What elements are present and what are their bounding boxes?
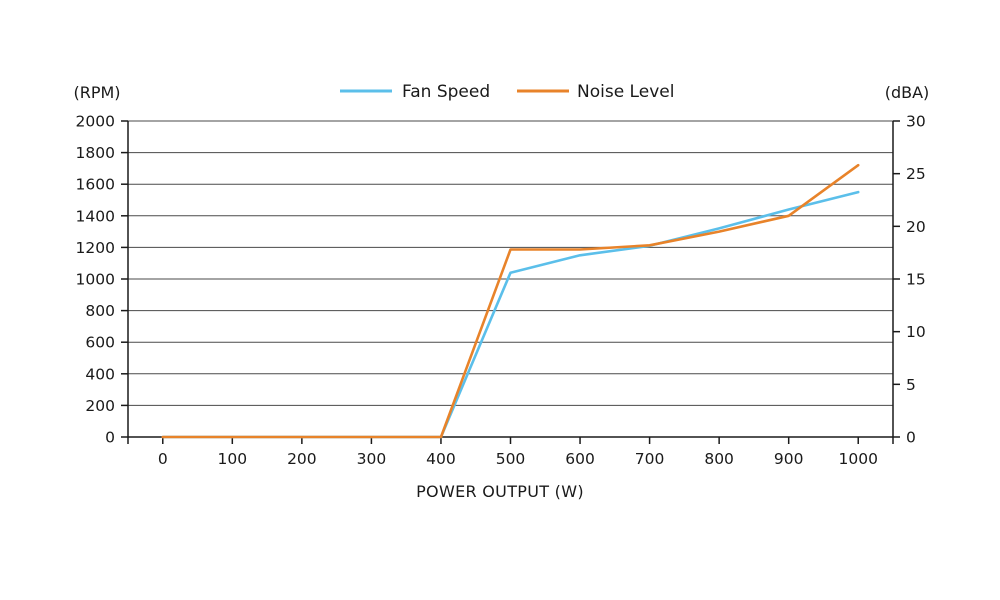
legend-label-fan-speed: Fan Speed [402,82,490,102]
x-tick-label: 600 [565,450,595,468]
x-tick-label: 100 [218,450,248,468]
x-axis-label: POWER OUTPUT (W) [416,482,584,501]
x-tick-label: 200 [287,450,317,468]
y-left-tick-label: 1400 [76,207,115,225]
y-left-tick-label: 400 [85,365,115,383]
y-left-tick-label: 1600 [76,176,115,194]
y-right-ticks: 0 5 10 15 20 25 30 [893,113,926,447]
x-ticks: 0 100 200 300 400 500 600 700 800 900 1000 [127,437,894,468]
y-left-tick-label: 1200 [76,239,115,257]
y-left-tick-label: 0 [105,429,115,447]
x-tick-label: 400 [426,450,456,468]
series-line-fan-speed [161,190,860,439]
y-left-tick-label: 600 [85,334,115,352]
y-right-unit: (dBA) [885,83,930,102]
y-right-tick-label: 5 [906,376,916,394]
y-right-tick-label: 30 [906,113,926,131]
series-line-noise-level [161,163,860,439]
x-tick-label: 800 [704,450,734,468]
legend: Fan Speed Noise Level [340,82,674,102]
y-right-tick-label: 15 [906,271,926,289]
y-left-tick-label: 1000 [76,271,115,289]
y-left-tick-label: 1800 [76,144,115,162]
legend-label-noise-level: Noise Level [577,82,674,102]
x-tick-label: 500 [496,450,526,468]
series-lines [161,163,860,439]
x-tick-label: 0 [158,450,168,468]
x-tick-label: 300 [357,450,387,468]
x-tick-label: 900 [774,450,804,468]
x-tick-label: 700 [635,450,665,468]
y-right-tick-label: 20 [906,218,926,236]
x-tick-label: 1000 [839,450,878,468]
y-left-unit: (RPM) [73,83,120,102]
y-left-tick-label: 200 [85,397,115,415]
y-left-tick-label: 2000 [76,113,115,131]
y-left-tick-label: 800 [85,302,115,320]
y-left-ticks: 0 200 400 600 800 1000 1200 1400 1600 1800 2000 [76,113,128,447]
y-right-tick-label: 25 [906,165,926,183]
gridlines [128,120,893,406]
y-right-tick-label: 10 [906,323,926,341]
y-right-tick-label: 0 [906,429,916,447]
